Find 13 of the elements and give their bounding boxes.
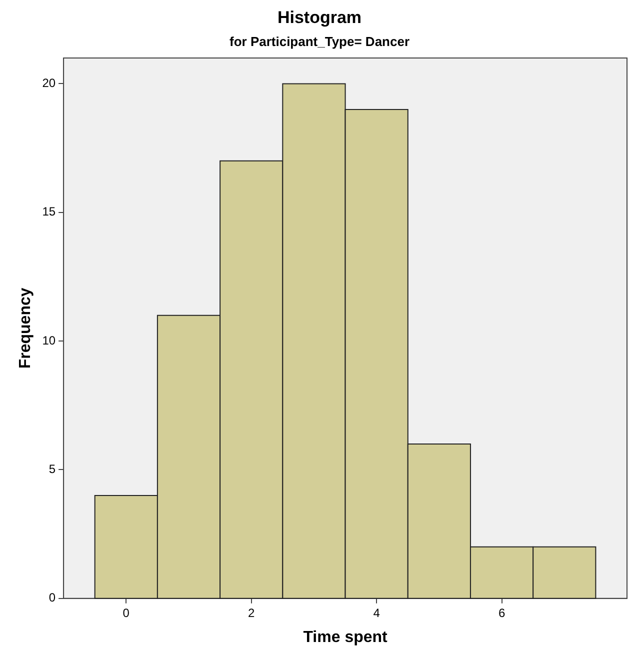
y-tick-label: 10 [42,333,56,348]
y-axis-title: Frequency [17,288,34,369]
y-tick-label: 5 [48,462,56,476]
chart-title: Histogram [277,8,362,27]
x-tick-label: 6 [498,606,506,620]
x-tick-label: 4 [373,606,380,620]
x-tick-label: 2 [248,606,256,620]
x-axis-title: Time spent [303,628,388,646]
y-tick-label: 20 [42,76,56,90]
y-tick-label: 0 [48,590,56,605]
x-tick-label: 0 [122,606,130,620]
y-tick-label: 15 [42,204,56,219]
chart-subtitle: for Participant_Type= Dancer [229,34,410,49]
